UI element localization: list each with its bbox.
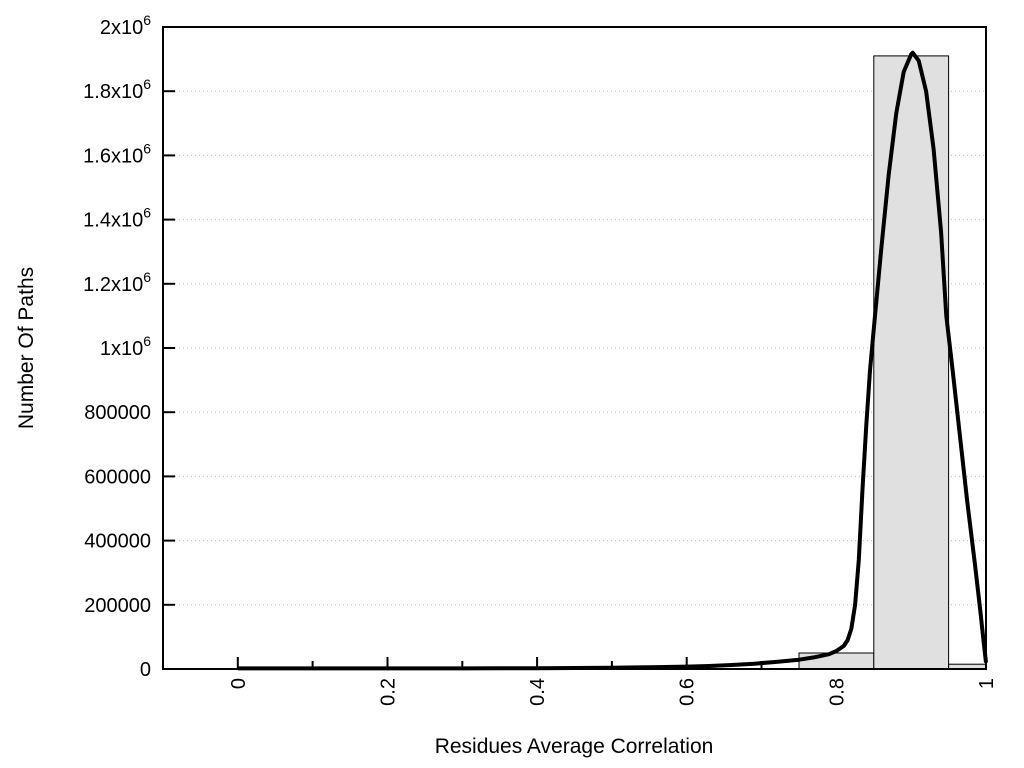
y-tick-label: 1x106 [100, 333, 151, 360]
x-axis-title: Residues Average Correlation [435, 735, 714, 758]
chart-plot-area: 0 200000 400000 600000 800000 1x106 1.2x106 1.4… [83, 12, 998, 706]
y-tick-label: 1.2x106 [83, 269, 151, 296]
histogram-bar [798, 652, 875, 670]
x-tick-label: 0.2 [378, 678, 400, 706]
plot-border [162, 26, 987, 670]
x-tick-label: 0.4 [527, 678, 549, 706]
x-tick-label: 0.6 [677, 678, 699, 706]
y-tick-label: 200000 [84, 595, 151, 617]
y-tick-label: 0 [140, 659, 151, 681]
y-tick-label: 600000 [84, 466, 151, 488]
y-axis-title: Number Of Paths [15, 267, 38, 429]
x-tick-label: 0.8 [826, 678, 848, 706]
y-tick-label: 1.4x106 [83, 205, 151, 232]
y-tick-label: 2x106 [100, 12, 151, 39]
y-tick-label: 800000 [84, 402, 151, 424]
y-tick-label: 1.8x106 [83, 76, 151, 103]
histogram-bar [873, 55, 950, 670]
y-tick-label: 400000 [84, 531, 151, 553]
y-tick-label: 1.6x106 [83, 140, 151, 167]
x-tick-label: 1 [976, 678, 998, 689]
x-tick-label: 0 [228, 678, 250, 689]
